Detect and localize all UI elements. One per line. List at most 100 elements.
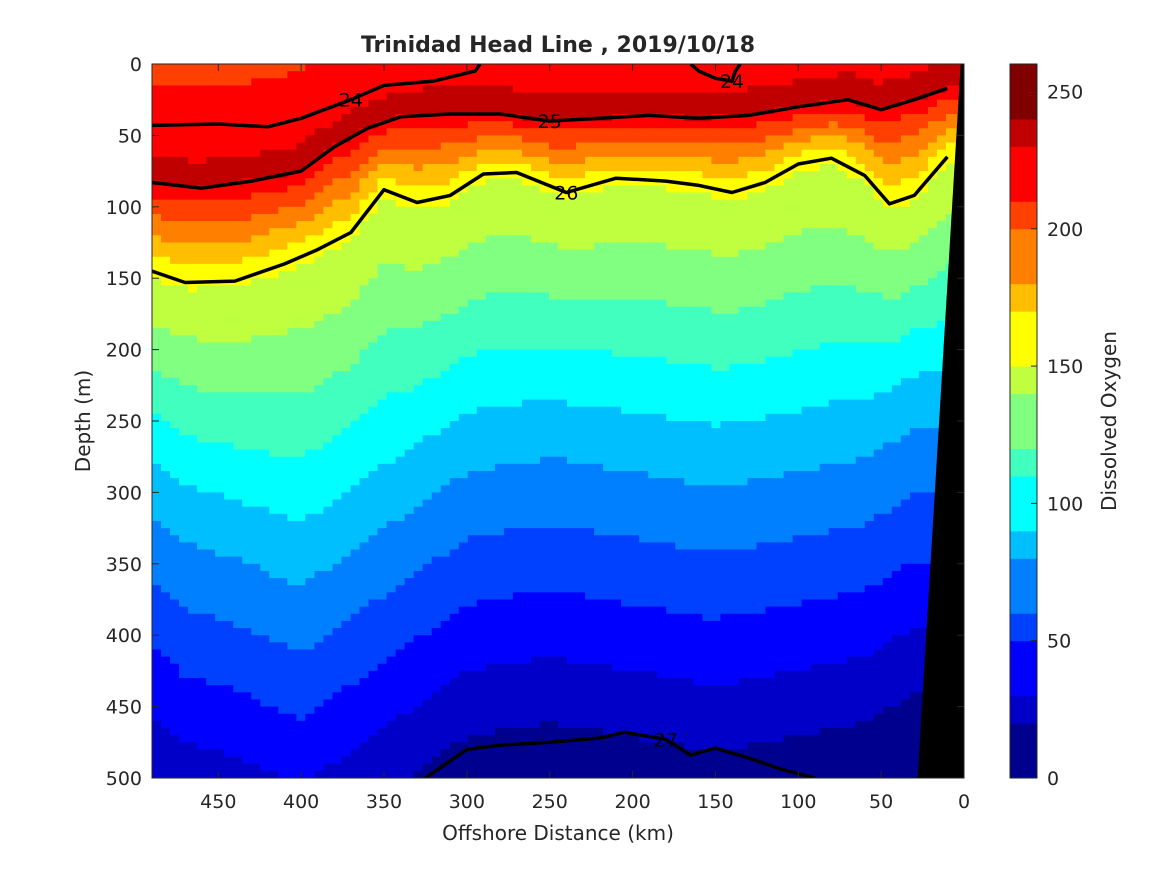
oxygen-cell (458, 578, 469, 586)
oxygen-cell (548, 156, 559, 165)
oxygen-cell (422, 735, 433, 743)
oxygen-cell (476, 635, 487, 643)
oxygen-cell (558, 113, 568, 122)
oxygen-cell (485, 121, 496, 129)
oxygen-cell (386, 406, 397, 415)
oxygen-cell (332, 499, 343, 508)
oxygen-cell (395, 85, 406, 94)
oxygen-cell (530, 635, 541, 643)
oxygen-cell (377, 285, 388, 294)
oxygen-cell (521, 556, 532, 565)
oxygen-cell (350, 549, 361, 558)
oxygen-cell (368, 556, 379, 565)
oxygen-cell (197, 656, 207, 665)
oxygen-cell (377, 620, 388, 629)
oxygen-cell (413, 263, 424, 272)
oxygen-cell (431, 406, 442, 415)
oxygen-cell (251, 321, 261, 329)
oxygen-cell (594, 663, 604, 672)
oxygen-cell (233, 335, 243, 344)
oxygen-cell (251, 299, 261, 308)
oxygen-cell (242, 199, 252, 208)
oxygen-cell (476, 321, 487, 329)
oxygen-cell (585, 406, 595, 415)
oxygen-cell (530, 178, 541, 186)
oxygen-cell (197, 706, 207, 715)
oxygen-cell (494, 442, 505, 451)
oxygen-cell (152, 256, 162, 265)
oxygen-cell (296, 478, 306, 486)
oxygen-cell (332, 770, 343, 778)
oxygen-cell (395, 392, 406, 401)
oxygen-cell (233, 442, 243, 451)
oxygen-cell (404, 135, 415, 144)
oxygen-cell (512, 363, 523, 372)
oxygen-cell (377, 485, 388, 493)
oxygen-cell (476, 85, 487, 94)
oxygen-cell (503, 71, 514, 79)
oxygen-cell (260, 506, 270, 515)
oxygen-cell (494, 285, 505, 294)
oxygen-cell (530, 699, 541, 708)
oxygen-cell (368, 670, 379, 679)
oxygen-cell (251, 713, 261, 722)
oxygen-cell (431, 128, 442, 136)
oxygen-cell (503, 606, 514, 615)
oxygen-cell (296, 642, 306, 651)
oxygen-cell (278, 106, 288, 115)
oxygen-cell (530, 185, 541, 194)
oxygen-cell (476, 492, 487, 501)
oxygen-cell (558, 371, 568, 379)
oxygen-cell (404, 106, 415, 115)
oxygen-cell (440, 221, 451, 229)
oxygen-cell (594, 449, 604, 458)
oxygen-cell (170, 313, 180, 322)
oxygen-cell (161, 278, 171, 286)
oxygen-cell (224, 92, 234, 101)
oxygen-cell (530, 513, 541, 522)
oxygen-cell (530, 535, 541, 543)
oxygen-cell (377, 520, 388, 529)
oxygen-cell (188, 549, 198, 558)
oxygen-cell (521, 71, 532, 79)
oxygen-cell (179, 299, 189, 308)
oxygen-cell (458, 599, 469, 608)
oxygen-cell (512, 199, 523, 208)
oxygen-cell (350, 321, 361, 329)
oxygen-cell (395, 292, 406, 301)
oxygen-cell (530, 121, 541, 129)
oxygen-cell (503, 692, 514, 701)
oxygen-cell (296, 520, 306, 529)
oxygen-cell (530, 706, 541, 715)
oxygen-cell (558, 592, 568, 601)
oxygen-cell (386, 742, 397, 751)
oxygen-cell (576, 592, 586, 601)
oxygen-cell (296, 756, 306, 765)
oxygen-cell (548, 421, 559, 429)
oxygen-cell (377, 470, 388, 479)
oxygen-cell (558, 485, 568, 493)
oxygen-cell (539, 628, 550, 636)
oxygen-cell (567, 71, 577, 79)
oxygen-cell (404, 149, 415, 158)
oxygen-cell (260, 363, 270, 372)
oxygen-cell (494, 363, 505, 372)
oxygen-cell (332, 592, 343, 601)
oxygen-cell (287, 520, 297, 529)
oxygen-cell (188, 428, 198, 436)
oxygen-cell (314, 485, 325, 493)
oxygen-cell (170, 749, 180, 758)
oxygen-cell (242, 71, 252, 79)
oxygen-cell (332, 720, 343, 729)
oxygen-cell (224, 670, 234, 679)
oxygen-cell (476, 678, 487, 686)
oxygen-cell (269, 99, 279, 108)
oxygen-cell (206, 770, 216, 778)
oxygen-cell (449, 156, 460, 165)
oxygen-cell (449, 699, 460, 708)
oxygen-cell (395, 435, 406, 444)
oxygen-cell (224, 756, 234, 765)
oxygen-cell (530, 235, 541, 244)
oxygen-cell (431, 542, 442, 551)
oxygen-cell (476, 756, 487, 765)
